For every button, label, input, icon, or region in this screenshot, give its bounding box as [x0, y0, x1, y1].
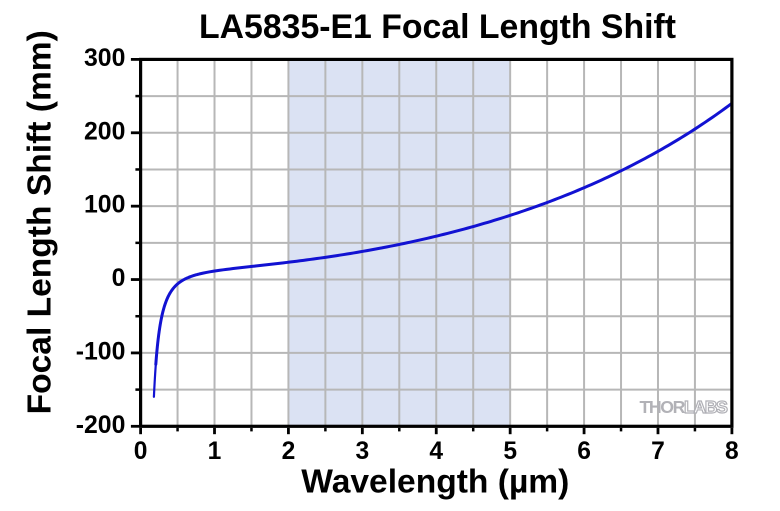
svg-text:5: 5 [503, 438, 517, 465]
svg-text:Focal Length Shift (mm): Focal Length Shift (mm) [21, 30, 58, 414]
svg-text:2: 2 [282, 438, 296, 465]
svg-text:8: 8 [725, 438, 739, 465]
svg-text:-100: -100 [76, 338, 126, 365]
svg-text:4: 4 [429, 438, 443, 465]
svg-text:-200: -200 [76, 412, 126, 439]
svg-text:200: 200 [84, 118, 125, 145]
svg-text:3: 3 [355, 438, 369, 465]
svg-text:6: 6 [577, 438, 591, 465]
svg-text:7: 7 [651, 438, 665, 465]
svg-text:100: 100 [84, 192, 125, 219]
svg-text:0: 0 [134, 438, 148, 465]
svg-text:LA5835-E1 Focal Length Shift: LA5835-E1 Focal Length Shift [199, 8, 676, 46]
svg-text:1: 1 [208, 438, 222, 465]
svg-text:0: 0 [112, 265, 126, 292]
svg-text:THORLABS: THORLABS [640, 397, 729, 417]
svg-text:300: 300 [84, 45, 125, 72]
svg-text:Wavelength (µm): Wavelength (µm) [301, 464, 569, 501]
